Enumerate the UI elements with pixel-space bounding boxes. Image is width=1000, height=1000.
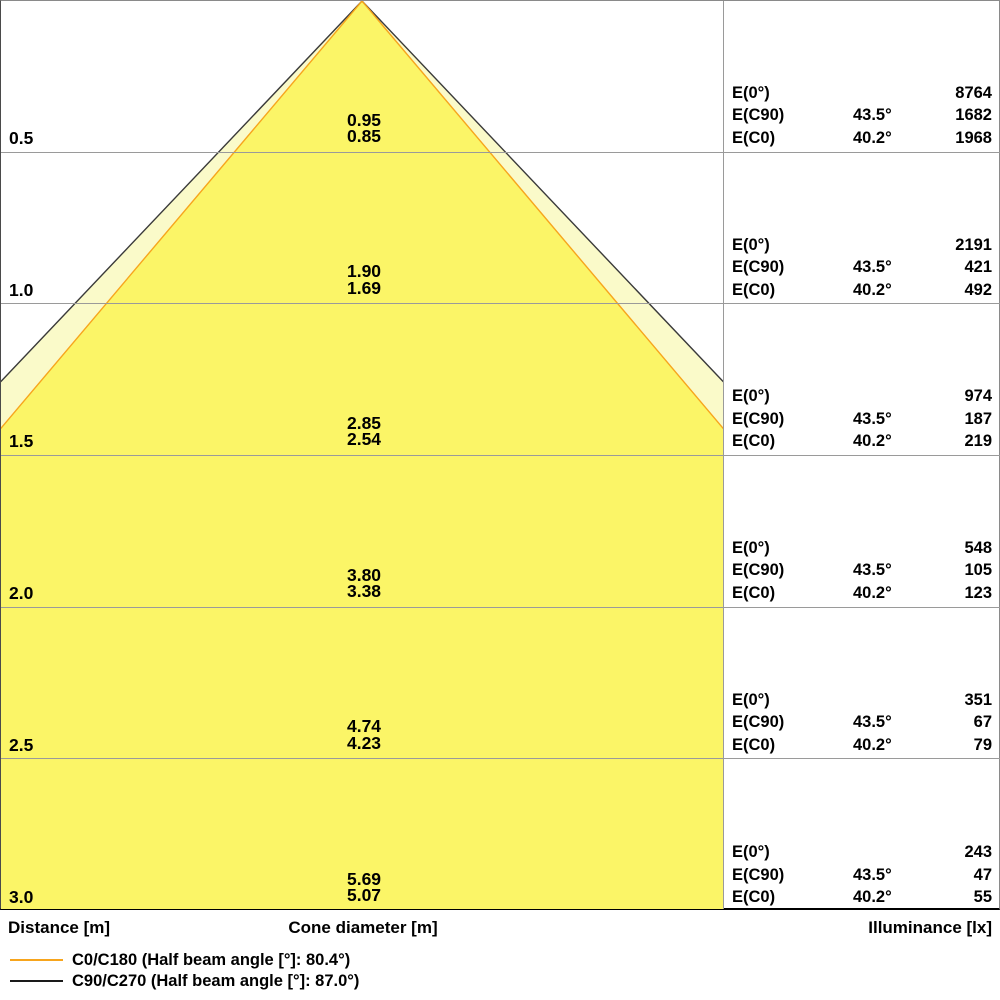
ec90-angle: 43.5° xyxy=(853,409,892,428)
illuminance-table: E(0°) 243 E(C90) 43.5° 47 E(C0) 40.2° 55 xyxy=(732,841,992,909)
ec90-label: E(C90) xyxy=(732,713,785,732)
e0-label: E(0°) xyxy=(732,843,770,862)
cone-diameter-values: 2.85 2.54 xyxy=(3,412,725,450)
e0-label: E(0°) xyxy=(732,690,770,709)
ec90-value: 47 xyxy=(973,865,992,884)
ec0-label: E(C0) xyxy=(732,432,776,451)
ec90-label: E(C90) xyxy=(732,865,785,884)
ec90-value: 187 xyxy=(964,409,992,428)
ec0-value: 55 xyxy=(973,888,992,907)
row-band: 2.0 3.80 3.38 E(0°) 548 E(C90) 43.5° 105 E(… xyxy=(1,456,1000,608)
e0-value: 243 xyxy=(964,843,992,862)
e0-label: E(0°) xyxy=(732,235,770,254)
ec0-value: 219 xyxy=(964,432,992,451)
ec90-value: 1682 xyxy=(955,106,992,125)
ec90-angle: 43.5° xyxy=(853,865,892,884)
cone-diameter-values: 4.74 4.23 xyxy=(3,718,725,751)
ec0-angle: 40.2° xyxy=(853,280,892,299)
legend-line-swatch xyxy=(10,958,63,961)
e0-value: 2191 xyxy=(955,235,992,254)
illuminance-table: E(0°) 2191 E(C90) 43.5° 421 E(C0) 40.2° 492 xyxy=(732,234,992,302)
ec90-value: 105 xyxy=(964,561,992,580)
ec90-angle: 43.5° xyxy=(853,713,892,732)
ec0-angle: 40.2° xyxy=(853,584,892,603)
distance-label: 2.0 xyxy=(9,583,34,604)
e0-label: E(0°) xyxy=(732,538,770,557)
cone-diameter-c90: 1.90 xyxy=(346,261,382,282)
cone-diameter-values: 3.80 3.38 xyxy=(3,564,725,602)
ec0-label: E(C0) xyxy=(732,280,776,299)
cone-diameter-values: 5.69 5.07 xyxy=(3,868,725,906)
ec90-value: 67 xyxy=(973,713,992,732)
cone-diameter-c90: 4.74 xyxy=(346,716,382,737)
cone-diameter-c0: 0.85 xyxy=(346,126,382,147)
illuminance-table: E(0°) 974 E(C90) 43.5° 187 E(C0) 40.2° 219 xyxy=(732,385,992,453)
cone-diameter-c0: 5.07 xyxy=(346,885,382,906)
ec0-label: E(C0) xyxy=(732,584,776,603)
ec0-label: E(C0) xyxy=(732,735,776,754)
cone-diameter-c0: 2.54 xyxy=(346,429,382,450)
row-band: 1.5 2.85 2.54 E(0°) 974 E(C90) 43.5° 187 E(… xyxy=(1,304,1000,456)
legend-line-swatch xyxy=(10,980,63,983)
cone-diameter-c90: 5.69 xyxy=(346,868,382,889)
ec90-value: 421 xyxy=(964,258,992,277)
ec0-label: E(C0) xyxy=(732,129,776,148)
illuminance-table: E(0°) 351 E(C90) 43.5° 67 E(C0) 40.2° 79 xyxy=(732,689,992,757)
e0-value: 8764 xyxy=(955,83,992,102)
distance-label: 1.5 xyxy=(9,431,34,452)
ec90-angle: 43.5° xyxy=(853,561,892,580)
ec90-angle: 43.5° xyxy=(853,106,892,125)
cone-diameter-c0: 1.69 xyxy=(346,277,382,298)
ec90-label: E(C90) xyxy=(732,106,785,125)
legend-label: C0/C180 (Half beam angle [°]: 80.4°) xyxy=(72,950,351,969)
illuminance-table: E(0°) 548 E(C90) 43.5° 105 E(C0) 40.2° 123 xyxy=(732,537,992,605)
ec0-angle: 40.2° xyxy=(853,735,892,754)
chart-area: 0.5 0.95 0.85 E(0°) 8764 E(C90) 43.5° 1682 … xyxy=(0,0,1000,910)
ec0-angle: 40.2° xyxy=(853,129,892,148)
distance-label: 3.0 xyxy=(9,887,34,908)
ec0-angle: 40.2° xyxy=(853,432,892,451)
illuminance-table: E(0°) 8764 E(C90) 43.5° 1682 E(C0) 40.2° 1968 xyxy=(732,82,992,150)
ec90-label: E(C90) xyxy=(732,258,785,277)
distance-label: 2.5 xyxy=(9,734,34,755)
row-band: 3.0 5.69 5.07 E(0°) 243 E(C90) 43.5° 47 E(C… xyxy=(1,759,1000,911)
row-band: 0.5 0.95 0.85 E(0°) 8764 E(C90) 43.5° 1682 … xyxy=(1,1,1000,153)
legend-item-c0-c180: C0/C180 (Half beam angle [°]: 80.4°) xyxy=(0,949,1000,971)
cone-diameter-axis-title: Cone diameter [m] xyxy=(288,918,438,937)
legend-item-c90-c270: C90/C270 (Half beam angle [°]: 87.0°) xyxy=(0,971,1000,993)
cone-diameter-values: 0.95 0.85 xyxy=(3,109,725,147)
e0-label: E(0°) xyxy=(732,83,770,102)
cone-diameter-c90: 0.95 xyxy=(346,109,382,130)
legend-label: C90/C270 (Half beam angle [°]: 87.0°) xyxy=(72,972,360,990)
distance-label: 0.5 xyxy=(9,128,34,149)
distance-label: 1.0 xyxy=(9,279,34,300)
ec90-label: E(C90) xyxy=(732,409,785,428)
cone-diameter-c0: 3.38 xyxy=(346,581,382,602)
cone-diameter-c0: 4.23 xyxy=(346,732,382,753)
ec0-value: 1968 xyxy=(955,129,992,148)
axis-headers: Distance [m] Cone diameter [m] Illuminan… xyxy=(0,913,1000,939)
ec0-label: E(C0) xyxy=(732,888,776,907)
legend: C0/C180 (Half beam angle [°]: 80.4°) C90… xyxy=(0,949,1000,992)
ec0-value: 123 xyxy=(964,584,992,603)
e0-value: 548 xyxy=(964,538,992,557)
ec0-value: 492 xyxy=(964,280,992,299)
ec0-angle: 40.2° xyxy=(853,888,892,907)
ec90-label: E(C90) xyxy=(732,561,785,580)
ec0-value: 79 xyxy=(973,735,992,754)
ec90-angle: 43.5° xyxy=(853,258,892,277)
row-band: 1.0 1.90 1.69 E(0°) 2191 E(C90) 43.5° 421 E… xyxy=(1,153,1000,305)
cone-diameter-c90: 2.85 xyxy=(346,412,382,433)
e0-value: 974 xyxy=(964,387,992,406)
cone-diameter-values: 1.90 1.69 xyxy=(3,263,725,296)
e0-label: E(0°) xyxy=(732,387,770,406)
distance-axis-title: Distance [m] xyxy=(8,918,111,937)
illuminance-axis-title: Illuminance [lx] xyxy=(868,918,992,937)
e0-value: 351 xyxy=(964,690,992,709)
row-band: 2.5 4.74 4.23 E(0°) 351 E(C90) 43.5° 67 E(C… xyxy=(1,608,1000,760)
cone-diameter-c90: 3.80 xyxy=(346,564,382,585)
